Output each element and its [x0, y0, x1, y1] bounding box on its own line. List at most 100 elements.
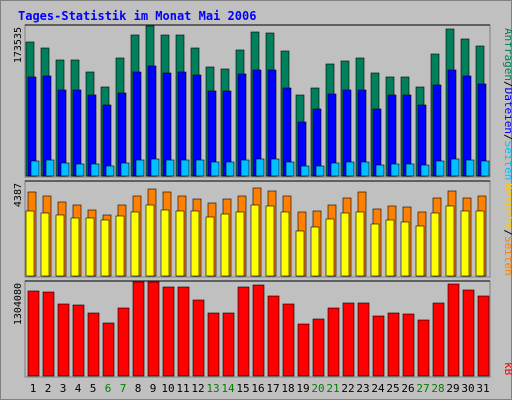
bar-kb-day-31 — [477, 295, 490, 377]
bar-kb-day-4 — [72, 304, 85, 377]
bar-seiten-day-15 — [240, 159, 250, 177]
bar-kb-day-7 — [117, 307, 130, 377]
panel-kilobytes: 1304080 — [13, 280, 491, 378]
x-tick-label: 8 — [135, 382, 142, 395]
bar-seiten-day-30 — [465, 159, 475, 177]
bar-seiten-day-16 — [255, 158, 265, 177]
bar-besuche-day-29 — [445, 205, 455, 277]
bar-seiten-day-28 — [435, 160, 445, 177]
bar-seiten-day-1 — [30, 160, 40, 177]
legend-entry: / — [502, 229, 512, 236]
bar-kb-day-17 — [267, 295, 280, 377]
x-axis-labels: 1 2 3 4 5 6 7 8 9 10 11 12 13 14 15 16 17 18 19 20 21 22 23 24 2… — [30, 382, 490, 395]
x-tick-label: 21 — [326, 382, 339, 395]
bar-kb-day-18 — [282, 303, 295, 377]
legend-entry: / — [502, 81, 512, 88]
x-tick-label: 2 — [45, 382, 52, 395]
bar-seiten-day-22 — [345, 161, 355, 177]
bar-besuche-day-26 — [400, 221, 410, 277]
x-tick-label: 17 — [266, 382, 279, 395]
bar-seiten-day-2 — [45, 159, 55, 177]
bar-besuche-day-7 — [115, 215, 125, 277]
bar-besuche-day-17 — [265, 205, 275, 277]
bar-seiten-day-12 — [195, 159, 205, 177]
bar-kb-day-29 — [447, 283, 460, 377]
x-tick-label: 10 — [161, 382, 174, 395]
bar-kb-day-27 — [417, 319, 430, 377]
bar-seiten-day-20 — [315, 165, 325, 177]
bar-besuche-day-4 — [70, 217, 80, 277]
legend-entry: / — [502, 134, 512, 141]
legend-middle: Besuche/Seiten — [502, 183, 512, 276]
legend-entry: Dateien — [502, 88, 512, 134]
y-max-label: 173535 — [13, 27, 24, 63]
x-tick-label: 31 — [476, 382, 489, 395]
bar-besuche-day-31 — [475, 210, 485, 277]
bar-kb-day-6 — [102, 322, 115, 377]
bar-kb-day-14 — [222, 312, 235, 377]
bar-seiten-day-24 — [375, 164, 385, 177]
x-tick-label: 30 — [461, 382, 474, 395]
x-tick-label: 1 — [30, 382, 37, 395]
bar-kb-day-30 — [462, 289, 475, 377]
bar-besuche-day-10 — [160, 209, 170, 277]
bar-seiten-day-26 — [405, 163, 415, 177]
bar-besuche-day-18 — [280, 211, 290, 277]
bar-besuche-day-8 — [130, 211, 140, 277]
panel-visits-pages: 4387 — [13, 180, 491, 278]
bar-seiten-day-3 — [60, 162, 70, 177]
bar-besuche-day-5 — [85, 217, 95, 277]
bar-seiten-day-8 — [135, 159, 145, 177]
bar-kb-day-20 — [312, 318, 325, 377]
x-tick-label: 13 — [206, 382, 219, 395]
bar-seiten-day-23 — [360, 161, 370, 177]
bar-besuche-day-12 — [190, 210, 200, 277]
bar-besuche-day-30 — [460, 210, 470, 277]
bar-seiten-day-6 — [105, 165, 115, 177]
bar-kb-day-1 — [27, 290, 40, 377]
bar-kb-day-15 — [237, 286, 250, 377]
y-max-label: 1304080 — [13, 283, 24, 325]
x-tick-label: 29 — [446, 382, 459, 395]
bar-kb-day-9 — [147, 281, 160, 377]
bar-kb-day-8 — [132, 281, 145, 377]
x-tick-label: 7 — [120, 382, 127, 395]
y-max-label: 4387 — [13, 183, 24, 207]
x-tick-label: 9 — [150, 382, 157, 395]
bar-kb-day-25 — [387, 312, 400, 377]
bar-seiten-day-4 — [75, 163, 85, 177]
bar-besuche-day-21 — [325, 218, 335, 277]
legend-entry: Seiten — [502, 236, 512, 276]
bar-seiten-day-7 — [120, 162, 130, 177]
legend-entry: Anfragen — [502, 28, 512, 81]
bar-besuche-day-14 — [220, 213, 230, 277]
bar-seiten-day-19 — [300, 165, 310, 177]
x-tick-label: 28 — [431, 382, 444, 395]
bar-besuche-day-25 — [385, 219, 395, 277]
bar-kb-day-11 — [177, 286, 190, 377]
x-tick-label: 22 — [341, 382, 354, 395]
bar-besuche-day-22 — [340, 212, 350, 277]
x-tick-label: 16 — [251, 382, 264, 395]
bar-kb-day-3 — [57, 303, 70, 377]
bar-kb-day-13 — [207, 312, 220, 377]
bar-besuche-day-6 — [100, 219, 110, 277]
x-tick-label: 3 — [60, 382, 67, 395]
x-tick-label: 26 — [401, 382, 414, 395]
bar-seiten-day-27 — [420, 164, 430, 177]
x-tick-label: 25 — [386, 382, 399, 395]
bar-seiten-day-29 — [450, 158, 460, 177]
bar-seiten-day-21 — [330, 162, 340, 177]
x-tick-label: 19 — [296, 382, 309, 395]
panel-requests-files-pages: 173535 — [13, 24, 491, 178]
bar-seiten-day-25 — [390, 163, 400, 177]
bar-besuche-day-11 — [175, 210, 185, 277]
x-tick-label: 23 — [356, 382, 369, 395]
bar-kb-day-26 — [402, 313, 415, 377]
bar-besuche-day-15 — [235, 211, 245, 277]
bar-kb-day-24 — [372, 315, 385, 377]
legend-entry: Seiten — [502, 141, 512, 181]
